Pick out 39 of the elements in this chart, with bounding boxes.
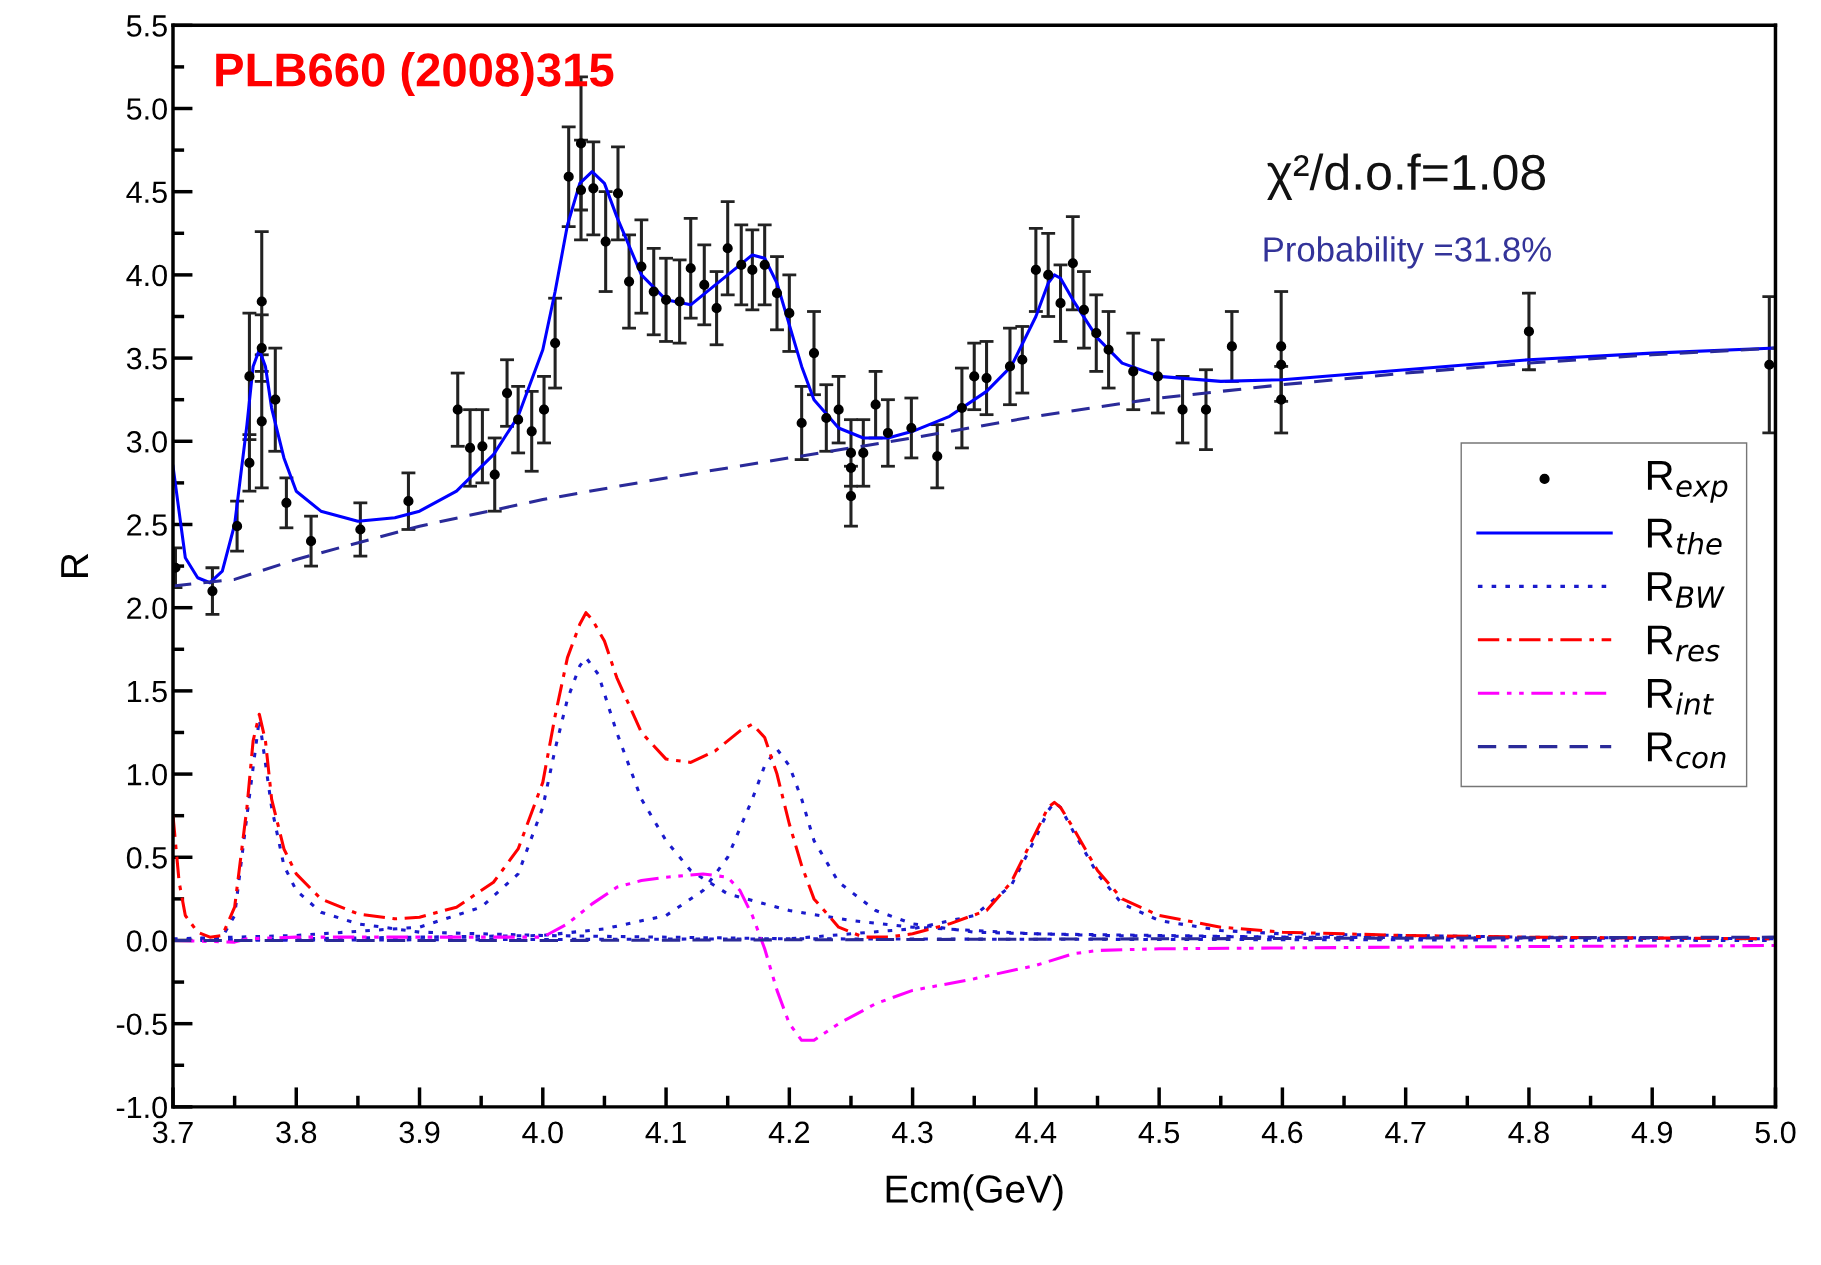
y-tick-label: 2.0 xyxy=(127,597,167,620)
x-tick-label: 4.5 xyxy=(1138,1121,1180,1144)
x-tick-label: 4.6 xyxy=(1261,1121,1303,1144)
x-tick-label: 3.9 xyxy=(399,1121,440,1144)
x-tick-label: 4.8 xyxy=(1508,1121,1549,1144)
y-tick-label: 1.5 xyxy=(127,680,167,703)
legend-label: R$_{exp}$ xyxy=(1647,461,1728,503)
y-tick-label: 0.0 xyxy=(126,930,167,952)
annotation: Probability =31.8% xyxy=(1264,236,1551,269)
y-tick-label: -1.0 xyxy=(116,1096,167,1119)
x-tick-label: 5.0 xyxy=(1755,1121,1796,1144)
legend-label: R$_{res}$ xyxy=(1647,625,1720,662)
y-tick-label: 2.5 xyxy=(127,514,167,536)
x-tick-label: 4.0 xyxy=(522,1121,563,1144)
y-tick-label: -0.5 xyxy=(116,1013,167,1036)
y-tick-label: 3.5 xyxy=(126,347,167,370)
x-axis-title: Ecm(GeV) xyxy=(886,1174,1063,1211)
legend-label: R$_{con}$ xyxy=(1647,732,1726,769)
x-tick-label: 4.7 xyxy=(1385,1121,1426,1143)
y-tick-label: 5.5 xyxy=(126,15,167,37)
annotation: PLB660 (2008)315 xyxy=(216,51,614,96)
x-tick-label: 4.9 xyxy=(1631,1121,1672,1144)
y-tick-label: 5.0 xyxy=(126,98,167,120)
x-tick-label: 3.8 xyxy=(276,1121,317,1144)
y-axis-title: R xyxy=(61,553,88,577)
y-tick-label: 0.5 xyxy=(126,847,167,869)
y-tick-label: 1.0 xyxy=(127,763,167,786)
legend-label: R$_{int}$ xyxy=(1647,679,1714,715)
x-tick-label: 4.3 xyxy=(892,1121,933,1144)
y-tick-label: 4.0 xyxy=(126,264,167,287)
y-tick-label: 3.0 xyxy=(126,431,167,453)
annotation: χ²/d.o.f=1.08 xyxy=(1267,153,1546,200)
x-tick-label: 4.4 xyxy=(1015,1121,1057,1143)
x-tick-label: 4.2 xyxy=(768,1121,810,1143)
x-tick-label: 4.1 xyxy=(645,1121,686,1143)
x-tick-label: 3.7 xyxy=(152,1121,193,1144)
legend-label: R$_{the}$ xyxy=(1647,518,1722,555)
y-tick-label: 4.5 xyxy=(126,181,167,204)
legend-label: R$_{BW}$ xyxy=(1647,572,1725,608)
